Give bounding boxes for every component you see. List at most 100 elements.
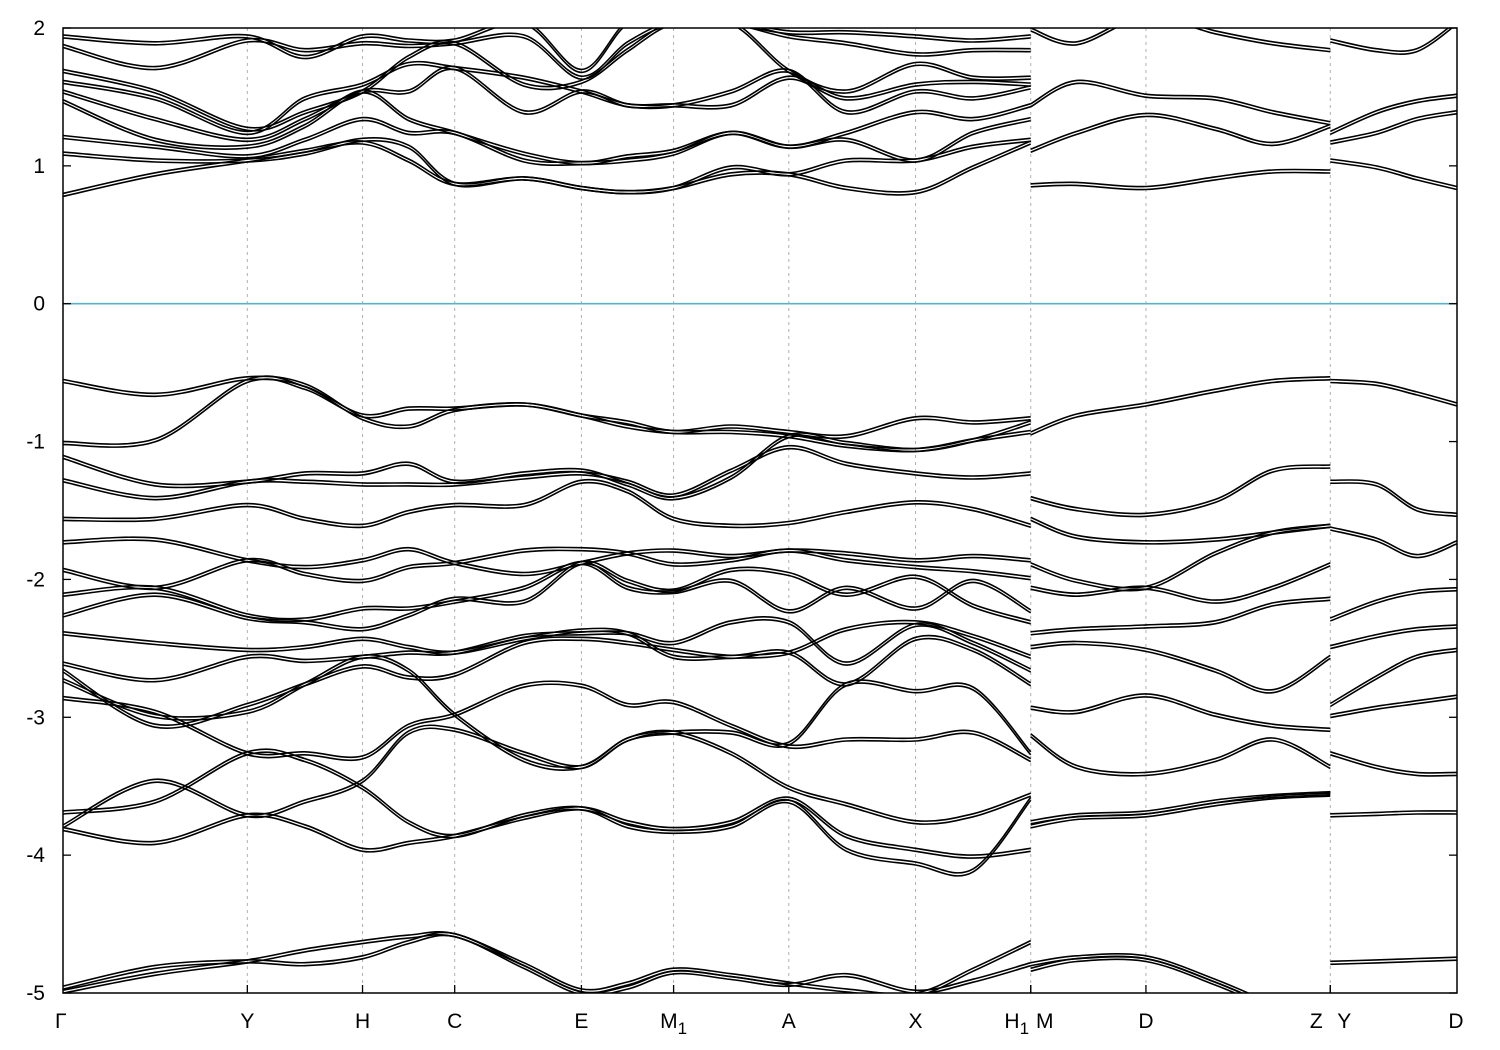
band-line [63,28,1031,78]
band-line-split [1329,96,1457,136]
band-line-split [63,92,1031,166]
band-line-split [63,683,1032,763]
band-line [1030,596,1331,633]
band-line-split [63,622,1031,661]
band-line [1030,733,1331,774]
band-line-split [1030,519,1331,545]
band-line [1030,953,1251,993]
band-line [1030,640,1331,691]
x-axis: Γ Y H C E M1 A X H1 M D Z Y D [55,985,1464,1038]
band-line-split [1030,565,1331,604]
band-line [63,931,1031,993]
band-line [1330,28,1450,52]
band-line-split [63,68,1031,143]
band-line-split [63,378,1031,448]
y-tick-label: -1 [26,431,45,454]
band-line [1330,158,1457,188]
band-line-split [63,657,1032,771]
y-axis: -5 -4 -3 -2 -1 0 1 2 [26,17,1457,1005]
y-tick-label: 0 [33,293,45,316]
band-line-split [63,934,1031,993]
band-line [1030,464,1331,515]
band-line-split [1030,467,1331,518]
band-line-split [1330,959,1457,966]
band-line [63,28,1031,71]
x-tick-label: Z [1310,1010,1323,1033]
band-line-split [63,481,1031,529]
y-tick-label: -4 [26,844,45,867]
band-line-split [63,28,1031,81]
band-line-split [1330,529,1457,559]
band-line [1329,93,1457,133]
band-line-split [1030,82,1331,126]
band-line [63,680,1032,760]
band-line [1330,751,1457,774]
band-line-split [1330,589,1457,622]
band-line [1329,647,1457,705]
band-line-split [1030,115,1331,154]
band-line [63,634,1032,726]
x-tick-label: C [447,1010,462,1033]
x-tick-subscript: 1 [678,1019,687,1038]
band-line-split [1030,171,1331,191]
band-line [63,536,1031,574]
y-tick-label: -5 [26,982,45,1005]
x-tick-subscript: 1 [1020,1019,1029,1038]
x-tick-label: Γ [55,1010,67,1033]
band-line-split [63,751,1032,877]
band-line [1030,168,1331,188]
y-tick-label: 2 [33,17,45,40]
band-line [1030,523,1331,589]
band-line [1330,479,1457,515]
band-line-split [1330,754,1457,777]
band-line [1030,790,1331,822]
band-line-split [1330,161,1457,191]
x-tick-label: D [1448,1010,1463,1033]
band-line [1330,694,1457,716]
band-line [1330,586,1457,619]
x-tick-label: M1 [660,1010,687,1038]
y-tick-label: -2 [26,568,45,591]
band-line [1330,810,1457,815]
band-line-split [1030,958,1238,993]
band-line [1030,516,1331,542]
band-line [63,724,1031,826]
band-line-split [1330,381,1457,407]
band-line [63,619,1031,658]
band-line [63,65,1031,140]
band-line [63,748,1032,874]
x-tick-label: X [909,1010,923,1033]
plot-frame [62,27,1458,994]
band-line [1330,956,1457,963]
x-tick-label: H1 [1004,1010,1029,1038]
band-line-split [1030,599,1331,636]
band-line [1330,378,1457,404]
band-line [63,89,1031,163]
y-tick-label: -3 [26,706,45,729]
band-line-split [63,549,1031,591]
band-line-split [1330,627,1457,650]
band-line [63,420,1031,498]
x-tick-label: H [355,1010,370,1033]
band-line [1330,624,1457,647]
x-tick-label: E [574,1010,588,1033]
band-line-split [63,447,1031,501]
band-line-split [1330,813,1457,818]
band-line [1030,28,1331,50]
band-line [1030,376,1331,433]
band-line [1030,562,1331,601]
band-line-split [1030,28,1331,53]
y-tick-label: 1 [33,155,45,178]
band-line-split [1330,28,1454,55]
band-line-split [1330,482,1457,518]
band-line [63,28,1031,129]
band-line-split [63,378,1031,453]
band-line [1330,526,1457,556]
x-tick-label: A [782,1010,796,1033]
band-line-split [1030,643,1331,694]
band-lines-layer [63,28,1457,993]
x-tick-label: Y [1337,1010,1351,1033]
band-line [63,546,1031,588]
band-line [1330,109,1457,142]
band-line-split [63,28,1031,74]
